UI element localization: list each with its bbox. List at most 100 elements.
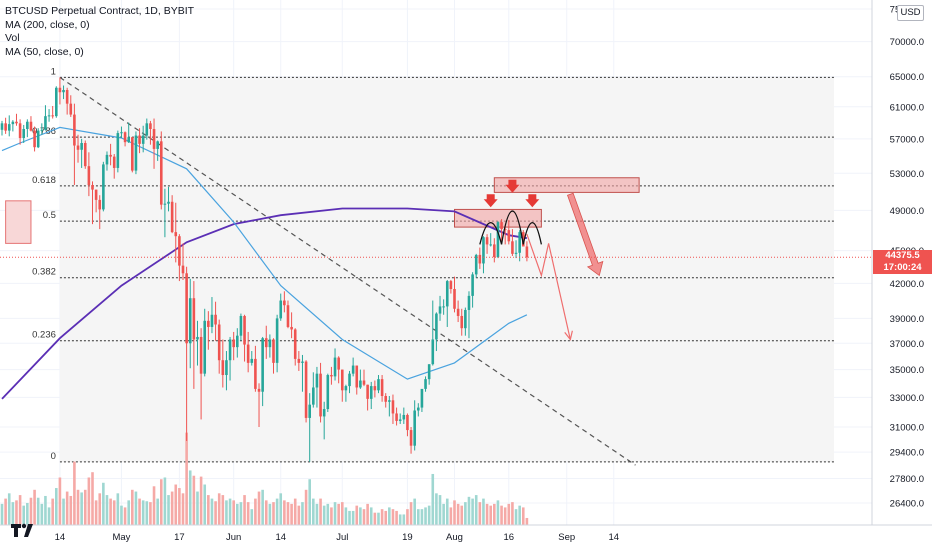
volume-bar (91, 472, 94, 525)
volume-bar (464, 502, 467, 525)
volume-bar (159, 479, 163, 525)
fib-band (59, 221, 835, 278)
volume-bar (156, 498, 159, 525)
candle-body (141, 135, 145, 144)
currency-badge[interactable]: USD (897, 5, 924, 21)
fibonacci-retracement[interactable]: 1 0.786 0.618 0.5 0.382 0.236 0 (5, 66, 835, 463)
candle-body (178, 236, 181, 266)
candle-body (337, 357, 340, 370)
candle-body (152, 128, 156, 149)
candle-body (268, 339, 272, 348)
candle-body (456, 308, 460, 316)
volume-bar (297, 505, 301, 525)
volume-bar (308, 479, 311, 525)
candle-body (518, 232, 521, 253)
volume-bar (293, 498, 297, 525)
candle-body (388, 400, 391, 402)
volume-legend[interactable]: Vol (5, 32, 20, 44)
pattern-drawings[interactable] (479, 179, 604, 341)
volume-bar (471, 498, 474, 525)
volume-bar (239, 502, 243, 525)
volume-bar (134, 491, 138, 525)
ma50-legend[interactable]: MA (50, close, 0) (5, 45, 84, 58)
volume-bar (373, 512, 377, 525)
fib-highlight-box (5, 200, 32, 244)
volume-bar (246, 502, 250, 525)
price-tick-label: 61000.0 (890, 102, 924, 113)
time-tick-label: Jul (336, 532, 348, 543)
price-tick-label: 39000.0 (890, 314, 924, 325)
tradingview-logo-icon[interactable] (9, 517, 35, 543)
candle-body (243, 315, 246, 345)
volume-bar (442, 503, 445, 525)
candle-body (435, 313, 438, 340)
volume-bar (178, 488, 181, 525)
volume-bar (102, 482, 105, 525)
volume-bar (500, 505, 503, 525)
candle-body (214, 314, 217, 325)
candlesticks (0, 77, 529, 462)
price-tick-label: 27800.0 (890, 474, 924, 485)
candle-body (11, 121, 15, 125)
time-tick-label: 17 (174, 532, 185, 543)
price-tick-label: 29400.0 (890, 448, 924, 459)
volume-bar (290, 503, 293, 525)
candle-body (76, 145, 80, 150)
volume-bar (333, 502, 337, 525)
candle-body (36, 130, 40, 148)
resistance-zone (493, 177, 640, 193)
candle-body (312, 387, 315, 405)
candle-body (359, 380, 362, 388)
candle-body (377, 379, 380, 391)
time-tick-label: Jun (226, 532, 241, 543)
chart-legend: BTCUSD Perpetual Contract, 1D, BYBIT MA … (5, 5, 194, 59)
candle-body (290, 326, 293, 330)
price-axis[interactable]: 26400.0 27800.0 29400.0 31000.0 33000.0 35000… (871, 0, 932, 550)
candle-body (26, 121, 29, 129)
trendline[interactable] (59, 76, 636, 466)
volume-bar (7, 493, 11, 525)
last-price-value: 44375.5 (885, 250, 920, 261)
ma200-legend[interactable]: MA (200, close, 0) (5, 18, 90, 31)
volume-bar (445, 498, 449, 525)
candle-body (145, 123, 149, 136)
volume-bar (359, 507, 362, 525)
candle-body (427, 364, 431, 380)
volume-bar (507, 503, 511, 525)
candle-body (228, 339, 232, 361)
candle-body (275, 318, 279, 363)
candle-body (326, 375, 330, 410)
candle-body (217, 324, 221, 361)
candle-body (413, 410, 416, 446)
candle-body (333, 357, 337, 377)
volume-bar (127, 500, 130, 525)
symbol-title[interactable]: BTCUSD Perpetual Contract, 1D, BYBIT (5, 5, 195, 17)
volume-bar (337, 503, 340, 525)
candle-body (116, 133, 120, 168)
candle-body (315, 373, 319, 388)
volume-bar (217, 493, 221, 525)
volume-bar (322, 505, 326, 525)
price-tick-label: 35000.0 (890, 365, 924, 376)
candle-body (80, 143, 83, 150)
descending-trendline (59, 76, 636, 466)
candle-body (188, 298, 192, 344)
resistance-zones[interactable] (454, 177, 640, 228)
candle-body (355, 365, 359, 388)
time-tick-label: Aug (446, 532, 463, 543)
time-tick-label: 19 (402, 532, 413, 543)
pattern-arc (522, 222, 543, 245)
candle-body (503, 229, 507, 231)
candle-body (525, 246, 529, 258)
volume-bar (170, 491, 174, 525)
candle-body (344, 386, 348, 391)
time-axis[interactable]: 14 May 17 Jun 14 Jul 19 Aug 16 Sep 14 (0, 524, 932, 550)
volume-bar (493, 503, 496, 525)
volume-bar (29, 497, 33, 525)
price-tick-label: 42000.0 (890, 279, 924, 290)
volume-bar (152, 486, 156, 525)
volume-bar (76, 489, 80, 525)
volume-bar (174, 484, 178, 525)
candle-body (420, 388, 424, 408)
